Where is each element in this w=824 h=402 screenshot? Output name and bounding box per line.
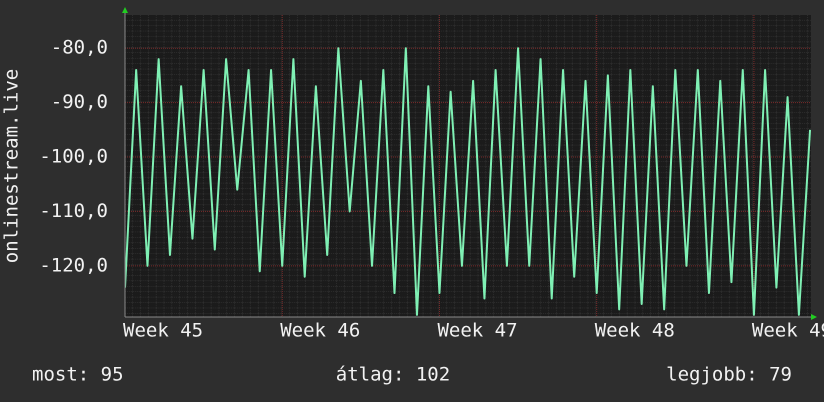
stat-average: átlag: 102 — [336, 364, 450, 386]
y-tick-label: -90,0 — [51, 91, 108, 113]
axis-arrow — [811, 314, 817, 320]
data-line — [125, 47, 811, 316]
stat-current: most: 95 — [32, 364, 124, 386]
x-tick-label: Week 48 — [595, 320, 675, 342]
x-tick-label: Week 46 — [280, 320, 360, 342]
stat-best: legjobb: 79 — [666, 364, 792, 386]
y-tick-label: -80,0 — [51, 37, 108, 59]
axis-arrow — [122, 7, 128, 13]
x-tick-label: Week 45 — [123, 320, 203, 342]
y-tick-label: -120,0 — [39, 254, 108, 276]
y-axis-label: onlinestream.live — [1, 69, 23, 263]
y-tick-label: -110,0 — [39, 200, 108, 222]
x-tick-label: Week 49 — [752, 320, 824, 342]
y-tick-label: -100,0 — [39, 146, 108, 168]
x-tick-label: Week 47 — [437, 320, 517, 342]
